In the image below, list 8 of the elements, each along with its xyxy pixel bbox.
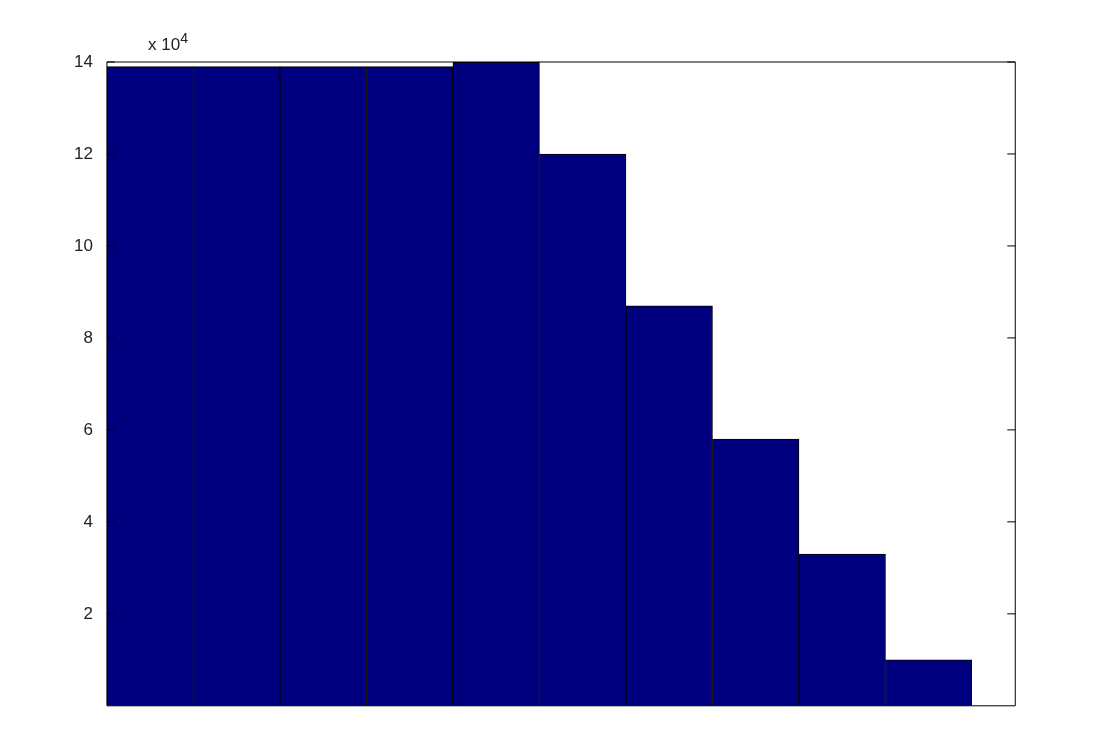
y-tick-label: 2	[83, 603, 93, 623]
y-tick-label: 10	[73, 235, 93, 255]
text: x 10$^{4}$	[148, 30, 189, 55]
y-tick-label: 12	[73, 143, 93, 163]
y-tick-label: 14	[73, 51, 93, 71]
y-tick-label: 8	[83, 327, 93, 347]
y-tick-label: 4	[83, 511, 93, 531]
y-tick-label: 6	[83, 419, 93, 439]
